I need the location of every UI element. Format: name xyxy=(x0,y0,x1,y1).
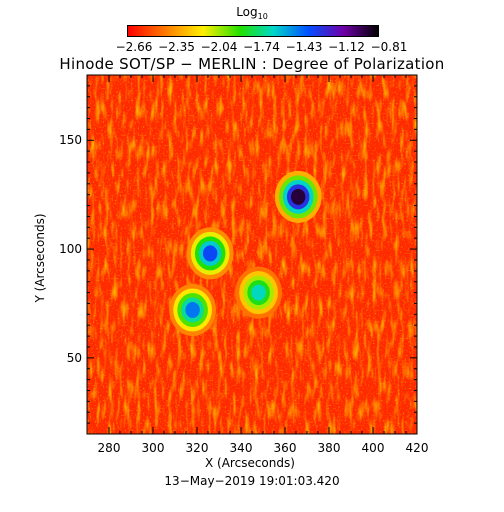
colorbar-tick-labels: −2.66 −2.35 −2.04 −1.74 −1.43 −1.12 −0.81 xyxy=(100,40,408,56)
colorbar-title-main: Log xyxy=(236,5,258,19)
x-tick-label: 320 xyxy=(185,441,209,455)
x-axis-label: X (Arcseconds) xyxy=(205,456,295,470)
heatmap-feature-network-patch-center xyxy=(186,227,234,280)
x-tick-label: 360 xyxy=(273,441,297,455)
chart-title: Hinode SOT/SP − MERLIN : Degree of Polar… xyxy=(59,55,445,73)
x-tick-label: 300 xyxy=(141,441,165,455)
colorbar-gradient xyxy=(127,25,379,37)
heatmap-feature-strong-polarization-spot xyxy=(274,170,322,223)
colorbar xyxy=(127,25,379,37)
colorbar-tick-label: −1.74 xyxy=(243,40,280,54)
heatmap-feature-network-patch-lower xyxy=(169,283,217,336)
x-tick-label: 420 xyxy=(405,441,429,455)
x-tick-label: 280 xyxy=(97,441,121,455)
x-tick-label: 340 xyxy=(229,441,253,455)
heatmap-contour-ring xyxy=(251,284,266,301)
colorbar-title: Log10 xyxy=(0,5,504,21)
heatmap-contour-ring xyxy=(185,301,200,318)
heatmap-texture-orange xyxy=(87,75,417,434)
colorbar-tick-label: −0.81 xyxy=(370,40,408,54)
footer-timestamp: 13−May−2019 19:01:03.420 xyxy=(164,474,340,488)
y-axis-label: Y (Arcseconds) xyxy=(33,213,47,303)
colorbar-title-sub: 10 xyxy=(257,12,268,21)
x-tick-label: 380 xyxy=(317,441,341,455)
colorbar-tick-label: −1.43 xyxy=(285,40,323,54)
colorbar-tick-label: −2.66 xyxy=(115,40,153,54)
colorbar-tick-label: −1.12 xyxy=(328,40,365,54)
x-tick-label: 400 xyxy=(361,441,385,455)
colorbar-tick-label: −2.35 xyxy=(158,40,195,54)
heatmap-contour-ring xyxy=(291,188,306,205)
heatmap-contour-ring xyxy=(203,245,218,262)
y-tick-label: 50 xyxy=(66,350,82,365)
y-tick-label: 100 xyxy=(59,242,82,257)
y-tick-label: 150 xyxy=(59,133,82,148)
heatmap-feature-network-patch-east xyxy=(235,266,282,319)
colorbar-tick-label: −2.04 xyxy=(200,40,238,54)
